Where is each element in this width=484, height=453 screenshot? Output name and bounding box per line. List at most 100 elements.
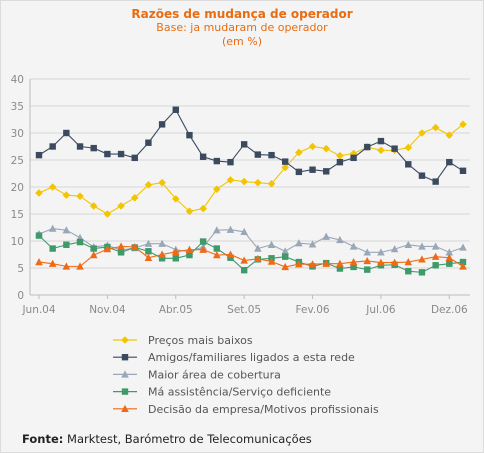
legend-marker (121, 336, 129, 344)
data-point (377, 137, 385, 145)
data-point (131, 154, 138, 162)
y-tick-label: 25 (11, 155, 24, 167)
data-point (431, 242, 440, 250)
data-point (227, 158, 234, 166)
data-point (295, 168, 303, 176)
data-point (158, 250, 166, 258)
data-point (62, 191, 71, 199)
axes (29, 79, 470, 296)
x-tick-label: Abr.05 (159, 304, 193, 316)
data-point (199, 153, 207, 160)
legend-label: Amigos/familiares ligados a esta rede (148, 351, 355, 364)
legend-marker (121, 404, 129, 412)
data-point (267, 257, 276, 265)
series-4 (35, 232, 467, 276)
x-tick-label: Dez.06 (431, 304, 468, 316)
data-point (227, 254, 234, 261)
chart-title: Razões de mudança de operador (131, 7, 353, 21)
data-point (336, 158, 344, 166)
data-point (145, 248, 152, 255)
data-point (199, 245, 207, 253)
data-point (309, 166, 316, 173)
data-point (431, 252, 440, 260)
y-tick-label: 35 (11, 101, 24, 113)
data-point (295, 239, 303, 247)
data-point (281, 158, 289, 165)
data-point (48, 259, 57, 267)
data-point (63, 241, 70, 248)
legend-label: Má assistência/Serviço deficiente (148, 386, 331, 399)
data-point (267, 240, 276, 248)
data-point (445, 248, 454, 256)
data-point (103, 245, 112, 253)
data-point (117, 150, 125, 158)
data-point (350, 154, 357, 162)
data-point (364, 143, 371, 151)
legend: Preços mais baixos Amigos/familiares liga… (113, 334, 379, 416)
data-point (363, 248, 372, 256)
data-point (186, 131, 193, 139)
data-point (240, 177, 248, 186)
data-point (213, 251, 221, 259)
y-tick-label: 5 (17, 263, 24, 275)
data-point (322, 259, 331, 267)
x-tick-label: Set.05 (227, 304, 261, 316)
data-point (185, 207, 194, 216)
data-point (90, 245, 97, 252)
data-point (144, 181, 153, 189)
data-point (254, 244, 262, 252)
y-tick-label: 40 (11, 74, 24, 86)
series-2 (35, 106, 467, 185)
data-point (377, 248, 385, 256)
data-point (130, 242, 139, 251)
chart-subtitle-line-2: (em %) (221, 35, 262, 48)
legend-item-3: Maior área de cobertura (113, 368, 281, 381)
data-point (446, 158, 453, 166)
series-5 (35, 242, 467, 271)
data-point (404, 240, 413, 248)
source-note: Fonte: Marktest, Barómetro de Telecomuni… (22, 432, 312, 446)
data-point (268, 151, 275, 159)
data-point (281, 253, 289, 260)
legend-label: Decisão da empresa/Motivos profissionais (148, 403, 379, 416)
data-point (418, 172, 426, 179)
x-tick-label: Jul.06 (365, 304, 396, 316)
data-point (90, 144, 97, 152)
data-point (199, 238, 207, 245)
data-point (172, 255, 179, 262)
y-tick-label: 0 (17, 290, 24, 302)
series-group (35, 106, 467, 276)
data-point (62, 226, 71, 234)
data-point (35, 258, 43, 266)
legend-item-1: Preços mais baixos (113, 334, 253, 347)
data-point (76, 238, 84, 246)
legend-item-4: Má assistência/Serviço deficiente (113, 386, 331, 399)
data-point (295, 260, 303, 268)
data-point (62, 262, 71, 270)
data-point (308, 260, 317, 268)
data-point (35, 189, 43, 197)
series-line (38, 245, 464, 268)
data-point (145, 139, 152, 146)
data-point (363, 256, 372, 265)
data-point (240, 227, 248, 236)
data-point (404, 258, 413, 266)
data-point (104, 150, 111, 158)
data-point (63, 129, 70, 137)
data-point (48, 183, 57, 191)
data-point (117, 202, 125, 210)
source-label: Fonte: (22, 432, 64, 446)
data-point (281, 247, 289, 255)
data-point (117, 249, 125, 256)
legend-marker (121, 354, 129, 361)
data-point (404, 143, 413, 152)
data-point (322, 232, 331, 240)
data-point (322, 144, 331, 153)
data-point (254, 254, 262, 263)
data-point (186, 251, 193, 259)
data-point (144, 253, 153, 261)
data-point (35, 232, 43, 239)
data-point (459, 258, 467, 266)
